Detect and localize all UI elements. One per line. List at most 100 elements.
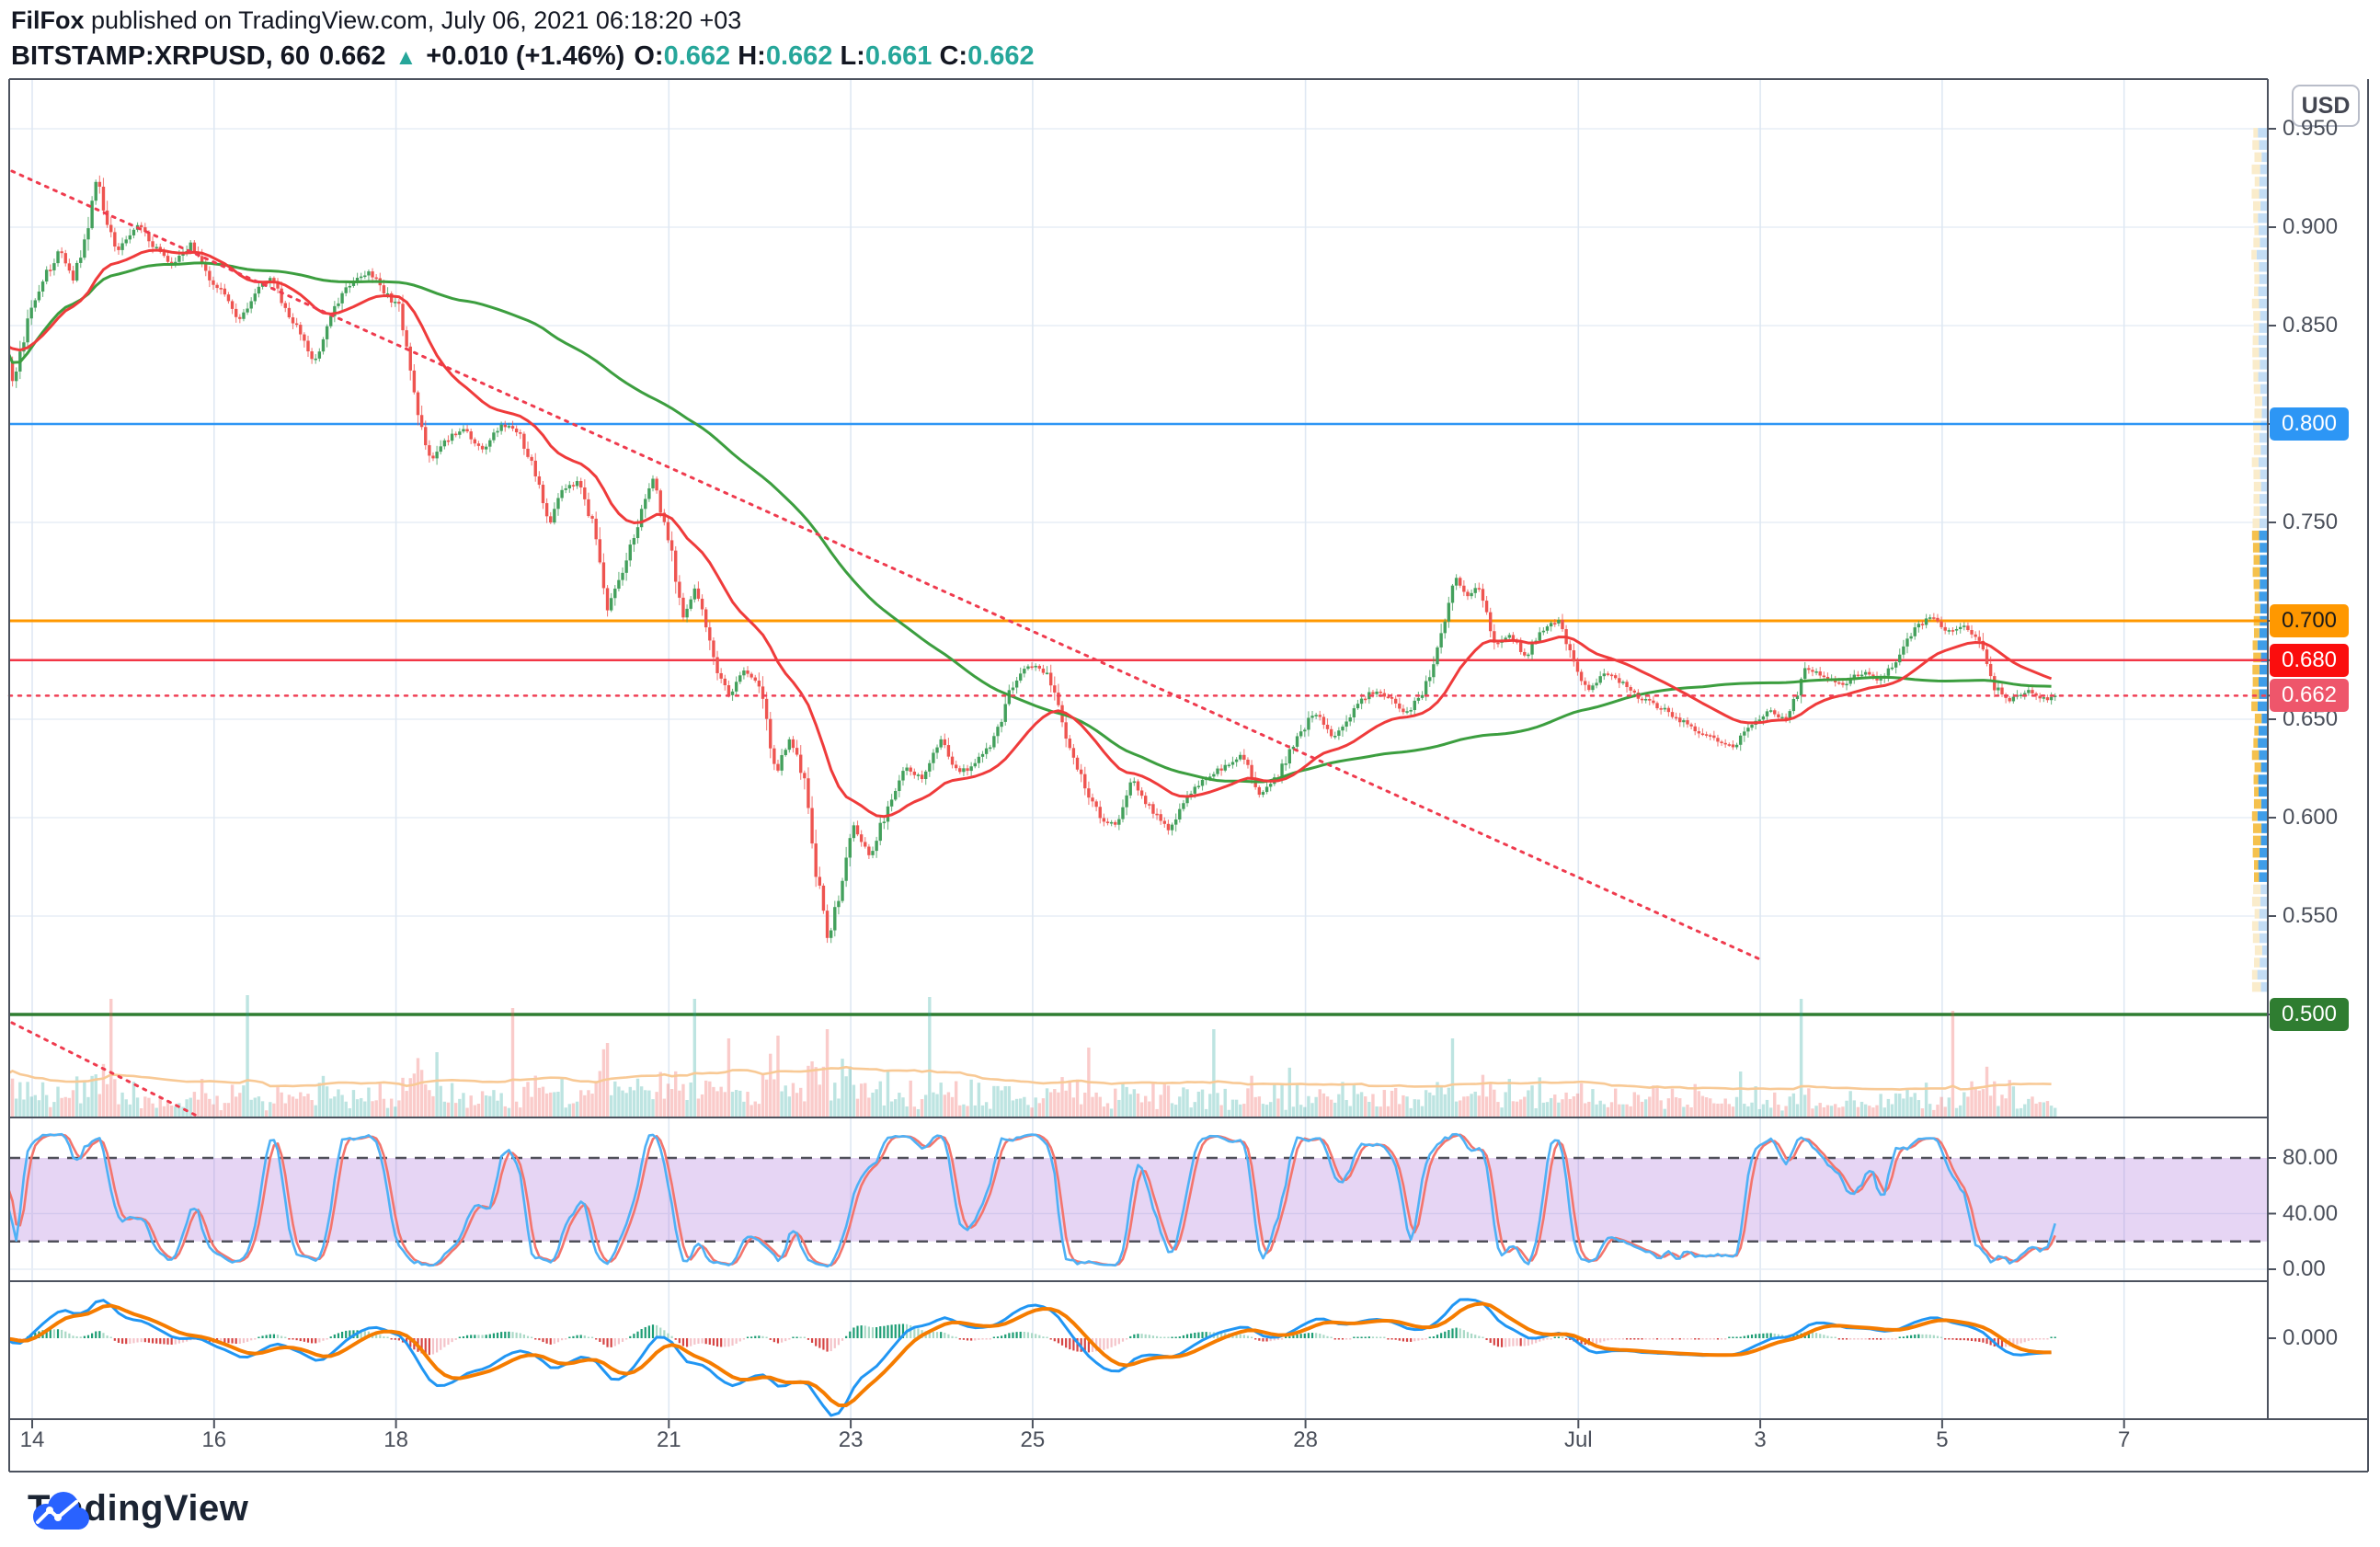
candle-body	[1595, 682, 1598, 686]
time-label-5[interactable]: 5	[1936, 1427, 1949, 1452]
macd-hist-bar	[1194, 1332, 1196, 1338]
macd-hist-bar	[750, 1336, 753, 1338]
volume-bar	[276, 1087, 280, 1117]
candle-body	[1504, 637, 1507, 641]
profile-bar-buy	[2260, 981, 2267, 992]
volume-bar	[1561, 1099, 1564, 1117]
macd-hist-bar	[333, 1334, 336, 1338]
volume-bar	[966, 1106, 969, 1117]
macd-hist-bar	[837, 1338, 841, 1346]
profile-bar-sell	[2251, 981, 2261, 992]
candle-body	[371, 271, 374, 278]
profile-bar-buy	[2259, 347, 2267, 358]
volume-bar	[1057, 1092, 1060, 1117]
symbol-title[interactable]: BITSTAMP:XRPUSD, 60	[11, 40, 310, 71]
profile-bar-buy	[2258, 774, 2267, 785]
time-label-21[interactable]: 21	[656, 1427, 681, 1452]
volume-bar	[283, 1103, 287, 1117]
volume-bar	[1997, 1106, 2000, 1117]
candle-body	[2054, 695, 2057, 697]
candle-body	[1970, 630, 1974, 635]
profile-bar-sell	[2252, 664, 2260, 675]
macd-hist-bar	[318, 1338, 321, 1343]
profile-bar-buy	[2260, 579, 2267, 590]
volume-bar	[2027, 1098, 2031, 1117]
macd-hist-bar	[1038, 1335, 1041, 1338]
volume-bar	[878, 1081, 882, 1117]
volume-bar	[1746, 1106, 1750, 1117]
tradingview-logo[interactable]: TradingView	[28, 1488, 248, 1530]
macd-hist-bar	[143, 1338, 146, 1343]
volume-bar	[1943, 1106, 1947, 1117]
profile-bar-buy	[2259, 847, 2267, 858]
volume-bar	[1814, 1106, 1818, 1117]
volume-bar	[90, 1075, 94, 1117]
candle-body	[1568, 644, 1572, 651]
macd-hist-bar	[531, 1336, 533, 1338]
volume-bar	[435, 1052, 439, 1117]
macd-hist-bar	[1678, 1338, 1681, 1340]
time-label-Jul[interactable]: Jul	[1563, 1427, 1593, 1452]
macd-hist-bar	[227, 1338, 230, 1344]
time-label-14[interactable]: 14	[19, 1427, 45, 1452]
volume-bar	[488, 1095, 492, 1117]
time-label-3[interactable]: 3	[1754, 1427, 1767, 1452]
price-label-0.500[interactable]: 0.500	[2270, 998, 2349, 1031]
volume-bar	[598, 1071, 602, 1117]
time-label-16[interactable]: 16	[201, 1427, 227, 1452]
macd-hist-bar	[1853, 1338, 1856, 1340]
profile-bar-buy	[2261, 713, 2267, 724]
volume-bar	[1609, 1102, 1614, 1117]
macd-hist-bar	[390, 1338, 393, 1340]
candle-body	[1863, 671, 1868, 675]
price-label-0.680[interactable]: 0.680	[2270, 643, 2349, 677]
volume-bar	[132, 1082, 136, 1117]
time-label-23[interactable]: 23	[838, 1427, 864, 1452]
currency-toggle-button[interactable]: USD	[2292, 85, 2360, 127]
candle-body	[1166, 823, 1171, 831]
candle-body	[276, 281, 280, 289]
macd-hist-bar	[1837, 1338, 1840, 1340]
candle-body	[1148, 804, 1151, 806]
volume-bar	[1564, 1092, 1568, 1117]
volume-bar	[1379, 1106, 1382, 1117]
macd-hist-bar	[1948, 1338, 1951, 1340]
candle-body	[578, 481, 583, 488]
macd-hist-bar	[958, 1338, 961, 1340]
candle-body	[2038, 695, 2042, 699]
macd-hist-bar	[1160, 1336, 1162, 1338]
candle-body	[128, 235, 132, 240]
time-label-7[interactable]: 7	[2118, 1427, 2131, 1452]
candle-body	[208, 270, 212, 281]
volume-bar	[264, 1110, 269, 1117]
volume-bar	[212, 1104, 215, 1117]
candle-body	[1917, 624, 1921, 628]
profile-bar-sell	[2252, 640, 2258, 650]
macd-hist-bar	[898, 1324, 900, 1338]
macd-hist-bar	[944, 1332, 946, 1338]
macd-hist-bar	[1660, 1338, 1663, 1340]
price-label-0.700[interactable]: 0.700	[2270, 604, 2349, 637]
macd-hist-bar	[91, 1333, 94, 1338]
volume-bar	[1053, 1089, 1057, 1117]
price-label-0.800[interactable]: 0.800	[2270, 407, 2349, 441]
time-label-18[interactable]: 18	[383, 1427, 408, 1452]
price-label-0.662[interactable]: 0.662	[2270, 679, 2349, 713]
volume-bar	[1557, 1102, 1561, 1117]
volume-bar	[556, 1091, 560, 1117]
volume-bar	[385, 1107, 390, 1117]
volume-bar	[1416, 1099, 1421, 1117]
macd-hist-bar	[962, 1338, 966, 1340]
volume-bar	[1738, 1071, 1743, 1117]
macd-hist-bar	[345, 1330, 348, 1338]
volume-bar	[678, 1090, 681, 1117]
time-label-28[interactable]: 28	[1293, 1427, 1318, 1452]
candle-body	[1098, 807, 1102, 819]
candle-body	[749, 673, 753, 678]
macd-hist-bar	[155, 1338, 158, 1344]
macd-hist-bar	[1216, 1332, 1219, 1338]
candle-body	[1905, 638, 1909, 647]
candle-body	[439, 446, 442, 453]
time-label-25[interactable]: 25	[1020, 1427, 1046, 1452]
